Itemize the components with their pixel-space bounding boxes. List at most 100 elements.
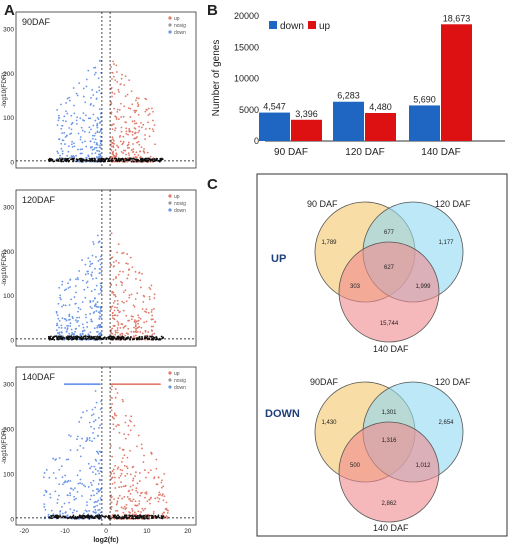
volcano-point [162,485,165,488]
volcano-point-nosig [81,160,84,163]
volcano-point [95,401,98,404]
volcano-point [73,145,76,148]
volcano-point [99,470,102,473]
volcano-point [138,271,141,274]
venn-panel: UP 90 DAF 120 DAF 140 DAF 1,789 1,177 15… [255,172,510,540]
volcano-point [84,485,87,488]
volcano-point [124,475,127,477]
volcano-point [85,156,88,159]
volcano-point [110,473,112,475]
volcano-point-nosig [83,335,85,338]
volcano-point [99,310,102,312]
volcano-point [80,126,83,129]
volcano-point-nosig [56,514,59,517]
volcano-point [110,508,113,511]
volcano-point [122,511,125,514]
volcano-point [122,149,125,152]
volcano-point [153,124,156,127]
volcano-point [79,136,82,138]
volcano-point [95,284,98,287]
volcano-point-nosig [77,336,79,339]
volcano-point [112,468,115,471]
volcano-point [69,156,71,159]
volcano-point [60,327,63,329]
volcano-point-nosig [94,514,97,517]
volcano-point-nosig [72,514,75,517]
volcano-point [57,317,60,320]
volcano-point [94,303,97,305]
volcano-point [68,332,71,335]
volcano-point [99,459,102,462]
venn-up-ac: 303 [350,284,361,290]
volcano-point [87,117,90,120]
volcano-point [71,511,74,514]
volcano-point [99,121,102,123]
volcano-point [115,64,118,67]
volcano-point [116,299,119,302]
volcano-point [61,124,64,127]
volcano-point [135,278,137,280]
volcano-point [136,482,139,485]
volcano-point [60,324,63,327]
volcano-point [91,152,93,155]
volcano-point-nosig [55,335,58,338]
volcano-point [94,505,97,508]
volcano-point [75,327,78,330]
volcano-point [52,513,55,516]
volcano-point [144,492,147,494]
volcano-point [63,383,66,386]
volcano-legend-swatch [168,194,172,198]
volcano-point [143,454,145,457]
volcano-point [110,87,113,89]
volcano-point [75,291,77,294]
volcano-point [98,108,101,111]
volcano-point [89,467,91,470]
volcano-point [152,119,154,122]
volcano-point [110,257,113,259]
volcano-point [116,108,119,111]
venn-up-circle-140 [338,241,440,343]
volcano-xlabel: log2(fc) [93,537,118,544]
volcano-point [112,278,115,281]
volcano-point [66,112,69,115]
volcano-point [65,110,67,113]
volcano-point [99,331,102,334]
volcano-point [44,489,47,492]
volcano-point [69,508,72,511]
volcano-point [98,326,101,329]
volcano-point [71,140,73,143]
volcano-point [98,450,101,453]
volcano-point [94,147,96,149]
volcano-point [119,333,122,336]
volcano-point [111,482,114,485]
volcano-point [67,282,69,285]
volcano-point [119,83,122,86]
volcano-point [86,270,89,273]
volcano-point [128,154,131,156]
volcano-point [116,500,119,503]
volcano-point-nosig [62,515,65,518]
volcano-point-nosig [93,159,96,162]
volcano-point-nosig [102,158,105,160]
volcano-point [89,263,92,266]
volcano-point [131,103,134,106]
volcano-point-nosig [52,514,55,517]
volcano-point-nosig [53,335,56,338]
volcano-point [129,116,132,118]
volcano-point [88,436,91,439]
volcano-point [151,107,153,110]
volcano-point [128,419,131,422]
volcano-point-nosig [159,157,162,160]
volcano-point [95,459,98,462]
volcano-point [133,335,135,338]
volcano-point [148,113,151,115]
volcano-point [130,315,133,318]
volcano-point [131,510,134,512]
volcano-ylabel: -log10(FDR) [1,428,8,464]
volcano-point [127,273,130,276]
volcano-legend-label: down [174,385,186,391]
volcano-point [68,434,70,436]
volcano-point [120,486,123,488]
volcano-point [71,146,74,148]
volcano-point [126,277,129,280]
